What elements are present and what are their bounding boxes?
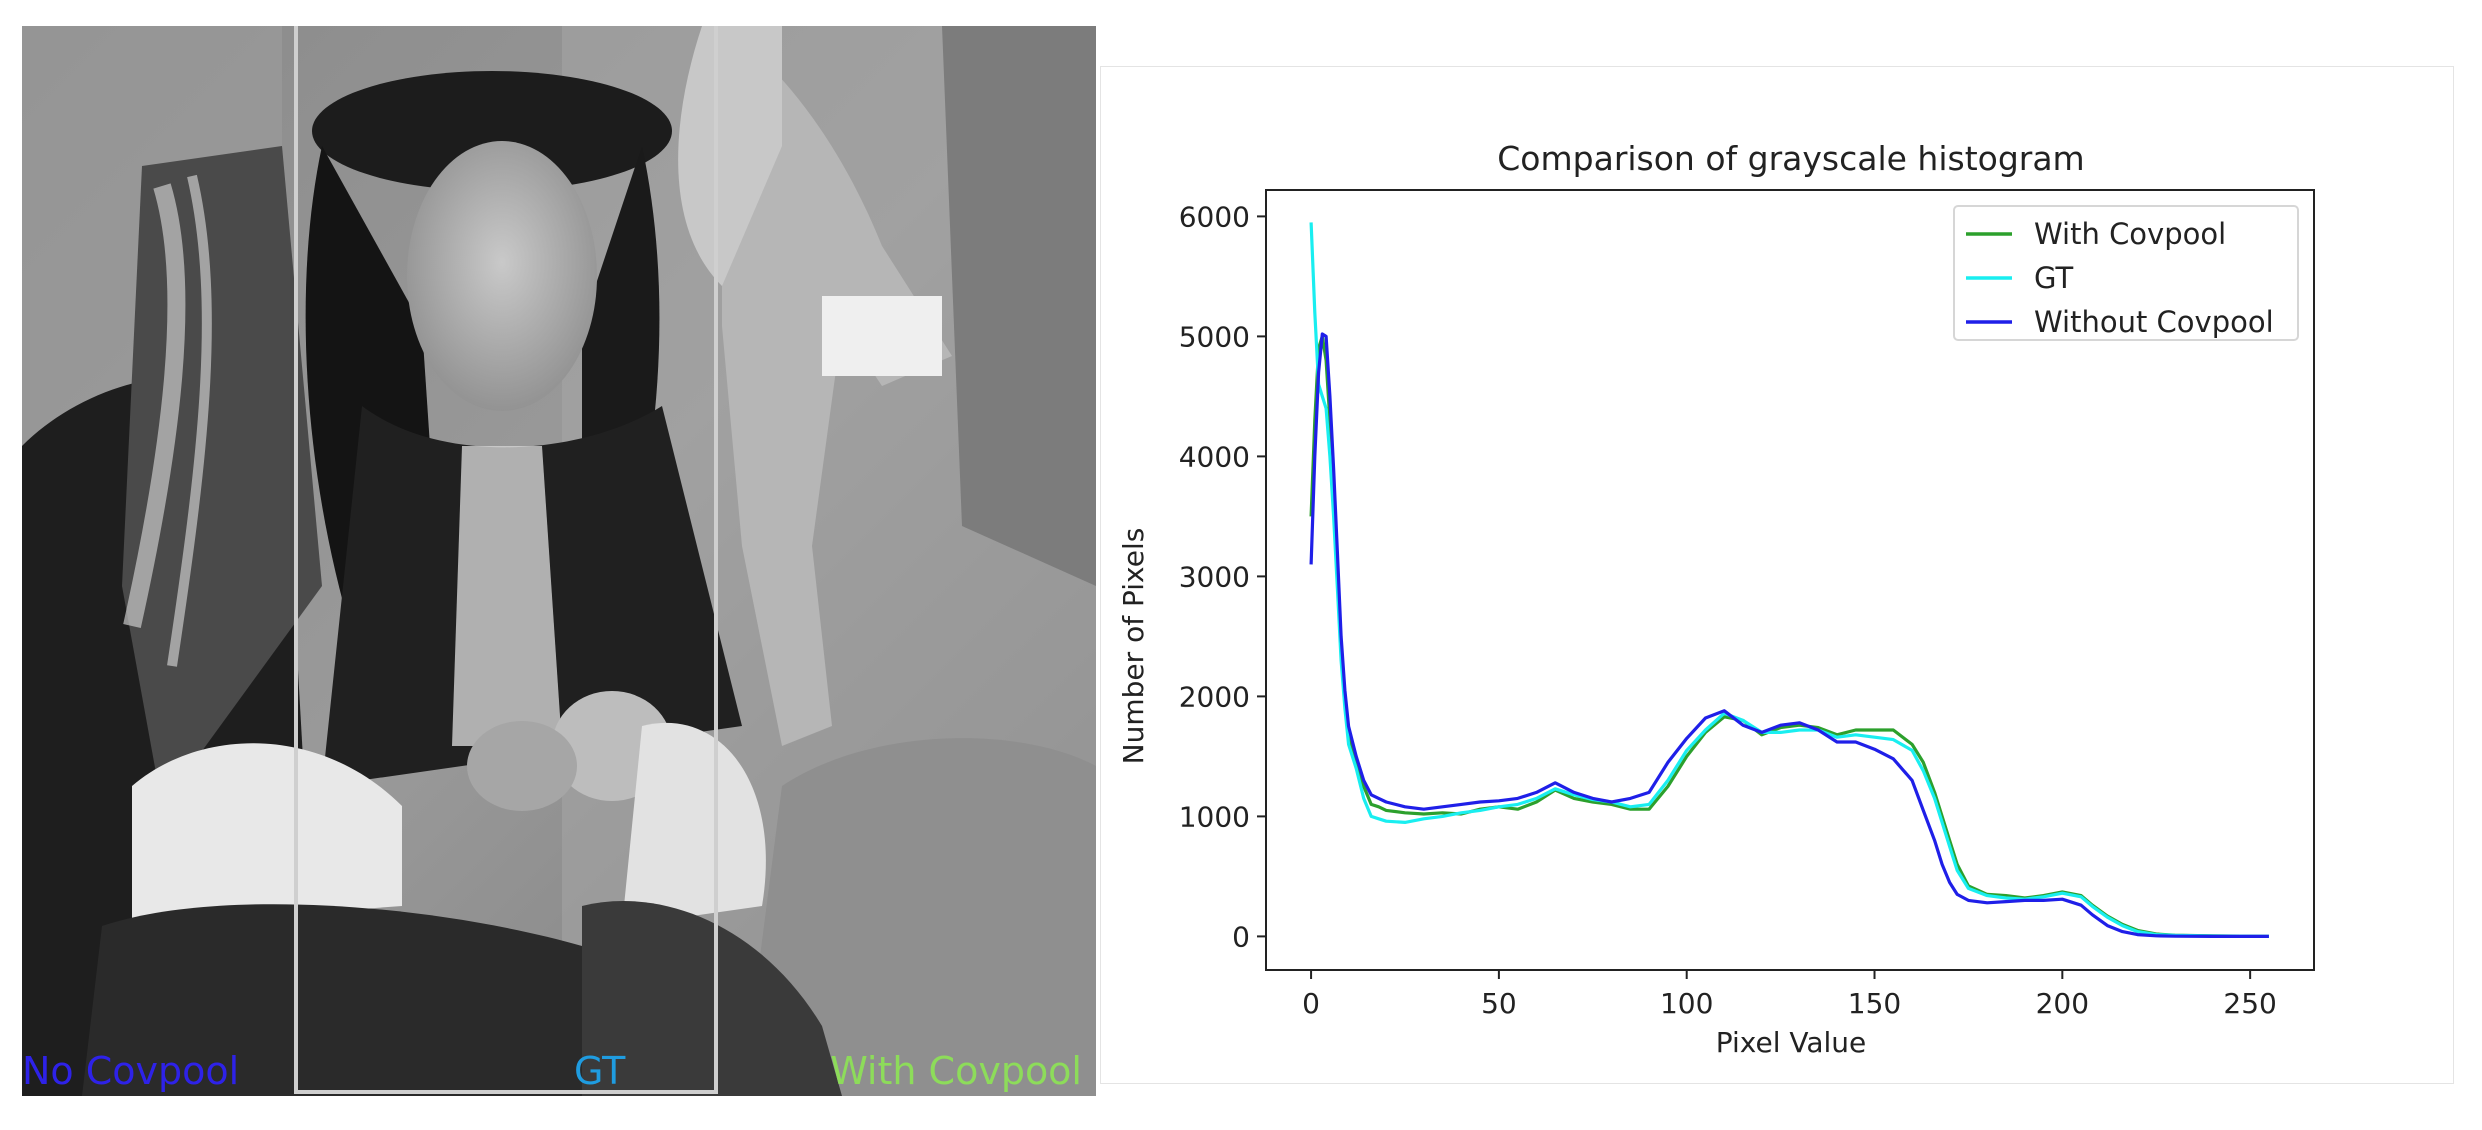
histogram-chart: Comparison of grayscale histogram 0 50 100… [1117, 139, 2315, 1059]
x-tick-label: 200 [2036, 987, 2089, 1020]
x-tick-label: 250 [2223, 987, 2276, 1020]
y-axis-label: Number of Pixels [1117, 528, 1150, 765]
comparison-photo: No Covpool GT With Covpool [22, 26, 1096, 1096]
chart-legend: With Covpool GT Without Covpool [1953, 205, 2299, 341]
legend-entry-label: With Covpool [2034, 217, 2226, 251]
y-tick-label: 0 [1232, 920, 1250, 953]
y-tick-label: 1000 [1179, 800, 1250, 833]
plot-area [1265, 189, 2315, 971]
legend-box [1953, 205, 2299, 341]
y-tick-label: 5000 [1179, 320, 1250, 353]
x-tick-label: 150 [1848, 987, 1901, 1020]
legend-entry-label: GT [2034, 261, 2073, 295]
histogram-chart-panel: Comparison of grayscale histogram 0 50 100… [1100, 66, 2454, 1084]
y-tick-label: 4000 [1179, 440, 1250, 473]
no-covpool-label: No Covpool [22, 1049, 240, 1093]
gt-region-frame [294, 26, 718, 1094]
chart-title: Comparison of grayscale histogram [1497, 139, 2084, 178]
series-line-gt [1309, 222, 2269, 938]
y-tick-label: 2000 [1179, 680, 1250, 713]
gt-label: GT [574, 1049, 626, 1093]
x-tick-label: 50 [1481, 987, 1517, 1020]
with-covpool-label: With Covpool [830, 1049, 1082, 1093]
photo-illustration [22, 26, 1096, 1096]
x-tick-label: 0 [1302, 987, 1320, 1020]
x-axis-label: Pixel Value [1716, 1026, 1867, 1059]
x-tick-label: 100 [1660, 987, 1713, 1020]
series-line-without-covpool [1309, 332, 2269, 938]
legend-entry-label: Without Covpool [2034, 305, 2274, 339]
y-tick-label: 6000 [1179, 200, 1250, 233]
y-tick-label: 3000 [1179, 560, 1250, 593]
series-line-with-covpool [1309, 334, 2269, 938]
